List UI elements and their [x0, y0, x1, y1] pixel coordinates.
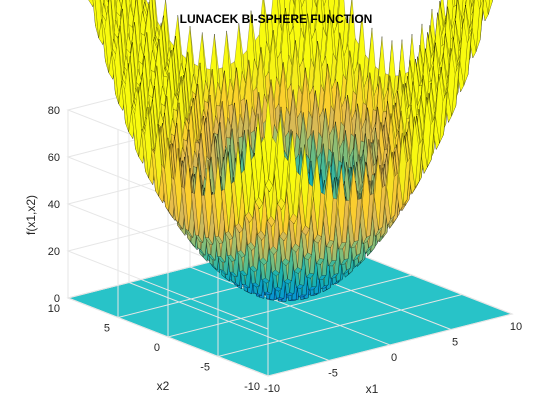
z-axis-label: f(x1,x2) [24, 195, 38, 235]
z-tick-label: 40 [48, 199, 60, 211]
y-tick-label: -5 [200, 362, 210, 374]
y-grid-line [167, 149, 413, 338]
x-axis-label: x1 [366, 382, 379, 396]
surface-patch [492, 0, 493, 2]
chart-title: LUNACEK BI-SPHERE FUNCTION [180, 12, 373, 26]
x-tick-label: 10 [510, 321, 522, 333]
surface-patch [485, 0, 490, 15]
y-axis-label: x2 [157, 379, 170, 393]
z-tick-label: 80 [48, 105, 60, 117]
z-tick-label: 20 [48, 246, 60, 258]
surface-patch [88, 0, 94, 8]
axis-ticks: 0 20 40 60 80 -10 -5 0 5 10 -10 -5 0 5 10 [48, 105, 522, 395]
y-tick-label: 5 [104, 323, 110, 335]
y-tick-label: 0 [154, 342, 160, 354]
x-tick-label: 0 [391, 352, 397, 364]
z-tick-label: 60 [48, 152, 60, 164]
x-tick-label: -5 [328, 368, 338, 380]
x-tick-label: -10 [264, 383, 280, 395]
x-tick-label: 5 [452, 337, 458, 349]
surface-patch [264, 94, 273, 179]
y-tick-label: -10 [244, 381, 260, 393]
surface-mesh[interactable] [68, 0, 512, 302]
y-tick-label: 10 [48, 303, 60, 315]
z-tick-label: 0 [54, 293, 60, 305]
